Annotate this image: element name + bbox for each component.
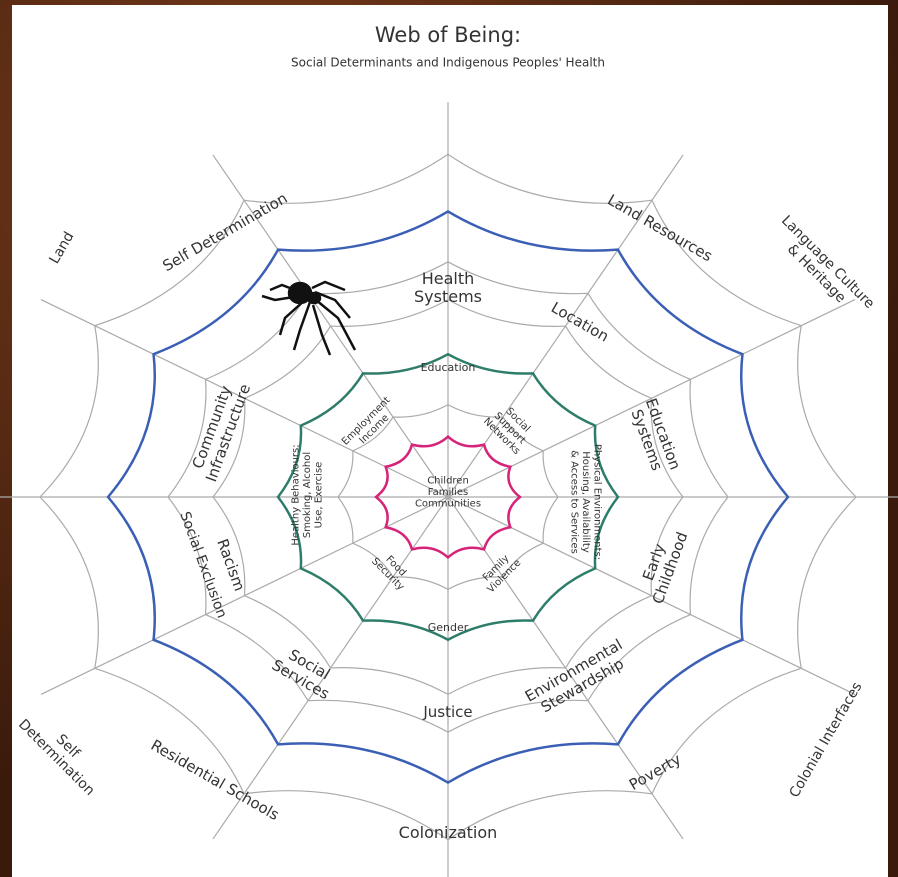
label-line: Healthy Behaviours: [291,444,302,545]
label-line: Colonization [399,823,498,842]
label-line: Systems [414,287,482,306]
label-line: Children [427,476,469,487]
title: Web of Being: [375,23,521,47]
label: Justice [422,703,472,721]
label-line: Education [421,361,476,374]
diagram: Web of Being: Social Determinants and In… [0,0,898,877]
label-line: Families [428,487,468,498]
label-line: Gender [428,621,469,634]
label: Physical Environments:Housing, Availabil… [569,444,603,560]
label-line: Physical Environments: [592,444,603,560]
label-line: Smoking, Alcohol [302,452,313,538]
label-line: Communities [415,499,481,510]
label-line: Health [422,268,475,287]
label-line: Housing, Availability [580,451,591,553]
label-line: Use, Exercise [314,462,325,529]
label: Gender [428,621,469,634]
label: Colonization [399,823,498,842]
label: Education [421,361,476,374]
label-line: Justice [422,703,472,721]
label-line: & Access to Services [569,450,580,554]
subtitle: Social Determinants and Indigenous Peopl… [291,56,605,70]
